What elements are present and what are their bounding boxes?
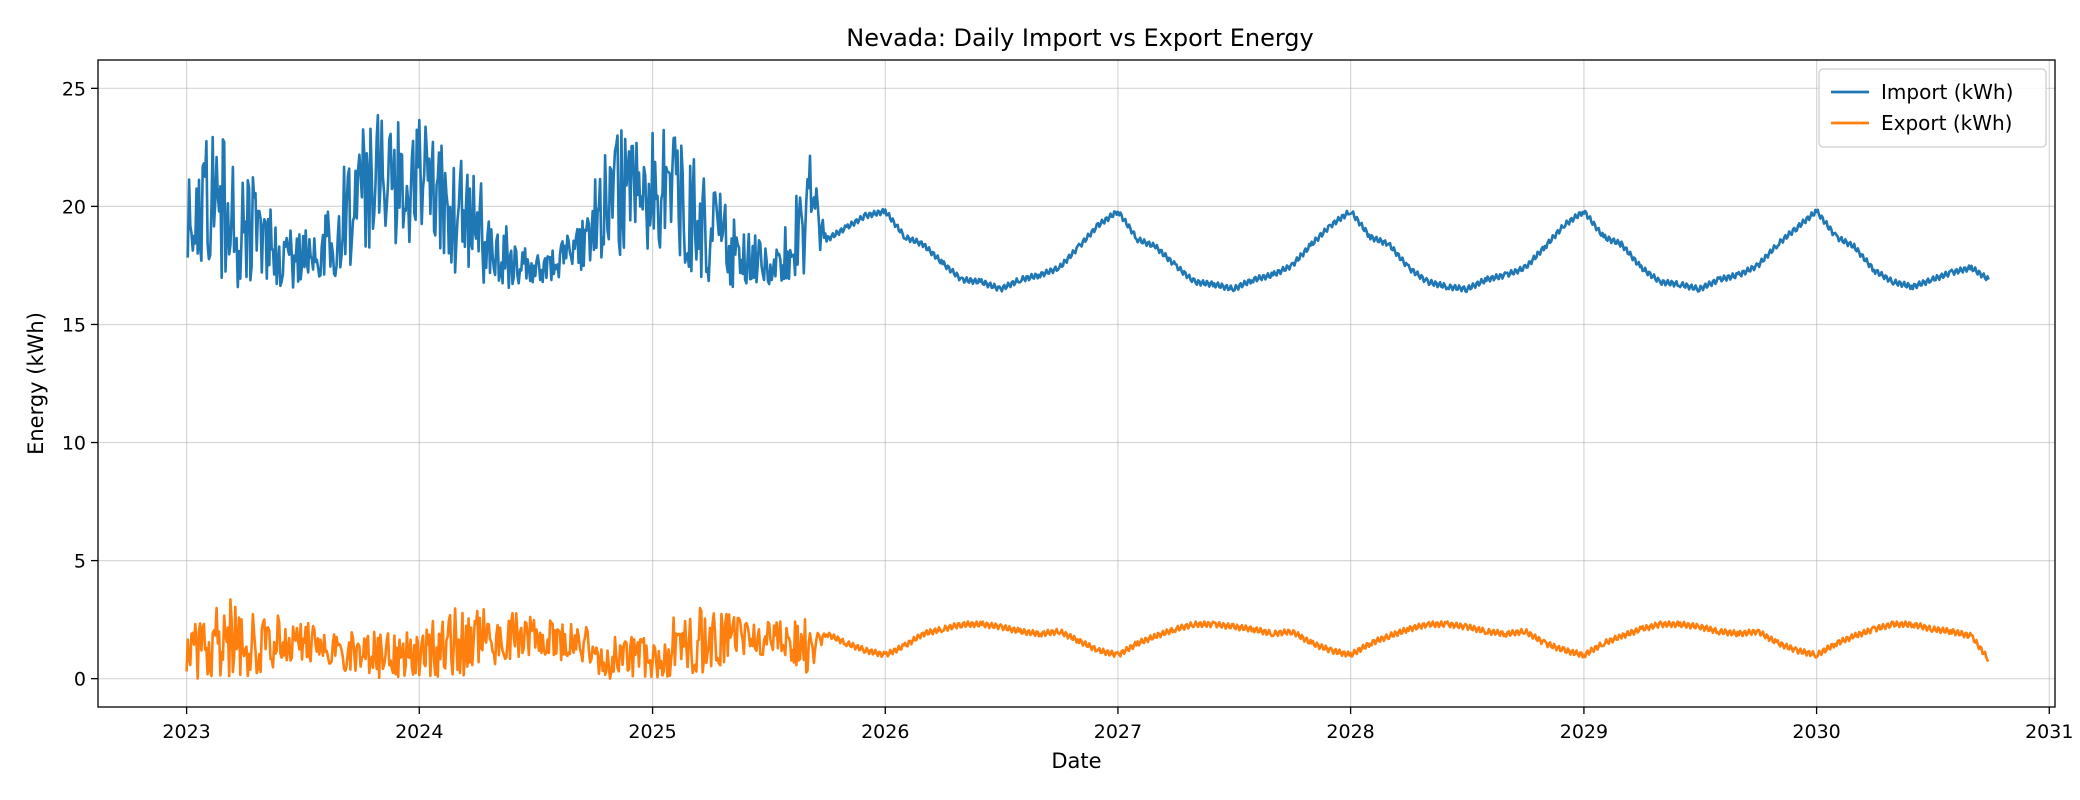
y-tick-label: 10 — [62, 433, 86, 455]
series-line-import — [186, 113, 1990, 294]
x-tick-label: 2026 — [861, 721, 909, 743]
y-axis-label: Energy (kWh) — [24, 312, 48, 455]
x-tick-label: 2025 — [628, 721, 676, 743]
y-tick-label: 15 — [62, 314, 86, 336]
x-tick-label: 2029 — [1560, 721, 1608, 743]
series-line-export — [185, 598, 1990, 680]
grid — [98, 60, 2055, 707]
legend: Import (kWh) Export (kWh) — [1818, 68, 2047, 148]
x-axis: 2023 2024 2025 2026 2027 2028 2029 2030 2031 — [162, 707, 2073, 743]
x-tick-label: 2031 — [2025, 721, 2073, 743]
y-tick-label: 0 — [74, 669, 86, 691]
y-tick-label: 20 — [62, 196, 86, 218]
legend-box — [1818, 68, 2047, 148]
y-tick-label: 5 — [74, 551, 86, 573]
chart-title: Nevada: Daily Import vs Export Energy — [846, 24, 1313, 52]
x-tick-label: 2027 — [1094, 721, 1142, 743]
y-axis: 0 5 10 15 20 25 — [62, 78, 98, 691]
y-tick-label: 25 — [62, 78, 86, 100]
legend-label-import: Import (kWh) — [1881, 80, 2013, 104]
series-export — [185, 598, 1990, 680]
series-layer — [185, 113, 1990, 680]
plot-frame — [97, 59, 2056, 708]
series-import — [186, 113, 1990, 294]
x-axis-label: Date — [1051, 749, 1101, 773]
x-tick-label: 2028 — [1326, 721, 1374, 743]
legend-label-export: Export (kWh) — [1881, 111, 2012, 135]
x-tick-label: 2024 — [395, 721, 443, 743]
x-tick-label: 2023 — [162, 721, 210, 743]
x-tick-label: 2030 — [1792, 721, 1840, 743]
